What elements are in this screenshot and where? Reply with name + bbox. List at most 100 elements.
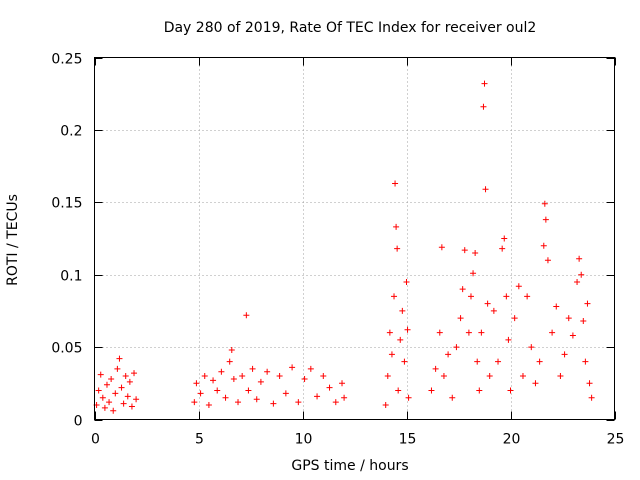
data-point [404,326,411,333]
data-points [93,80,595,414]
data-point [120,400,127,407]
data-point [544,257,551,264]
data-point [103,381,110,388]
data-point [524,293,531,300]
data-point [230,375,237,382]
data-point [438,244,445,251]
data-point [341,394,348,401]
data-point [249,365,256,372]
y-tick-label: 0.2 [60,124,82,140]
data-point [399,307,406,314]
data-point [503,293,510,300]
data-point [382,402,389,409]
x-axis-label: GPS time / hours [291,458,408,474]
data-point [205,402,212,409]
data-point [270,400,277,407]
x-axis-ticks: 0 5 10 15 20 25 [91,57,624,448]
y-tick-label: 0.1 [60,269,82,285]
y-axis-label: ROTI / TECUs [5,194,21,286]
data-point [586,380,593,387]
data-point [108,375,115,382]
data-point [401,358,408,365]
data-point [239,373,246,380]
data-point [536,358,543,365]
data-point [210,377,217,384]
data-point [482,186,489,193]
data-point [110,407,117,414]
data-point [569,332,576,339]
data-point [326,384,333,391]
data-point [484,300,491,307]
data-point [474,358,481,365]
data-point [126,378,133,385]
data-point [99,394,106,401]
data-point [339,380,346,387]
y-axis-ticks: 0 0.05 0.1 0.15 0.2 0.25 [51,52,615,430]
data-point [557,373,564,380]
data-point [191,399,198,406]
x-tick-label: 5 [195,432,204,448]
data-point [549,329,556,336]
data-point [112,390,119,397]
x-tick-label: 0 [91,432,100,448]
data-point [515,283,522,290]
data-point [124,393,131,400]
data-point [490,307,497,314]
data-point [214,387,221,394]
data-point [253,396,260,403]
data-point [528,344,535,351]
data-point [307,365,314,372]
data-point [580,318,587,325]
data-point [432,365,439,372]
data-point [114,365,121,372]
data-point [95,387,102,394]
data-point [197,390,204,397]
data-point [470,270,477,277]
data-point [461,247,468,254]
data-point [445,351,452,358]
data-point [289,364,296,371]
data-point [476,387,483,394]
data-point [584,300,591,307]
data-point [295,399,302,406]
data-point [481,80,488,87]
grid-lines [94,57,615,420]
data-point [243,312,250,319]
data-point [393,223,400,230]
data-point [472,249,479,256]
data-point [576,255,583,262]
data-point [588,394,595,401]
chart-title: Day 280 of 2019, Rate Of TEC Index for r… [164,20,537,36]
data-point [276,373,283,380]
data-point [384,373,391,380]
data-point [403,278,410,285]
data-point [519,373,526,380]
data-point [467,293,474,300]
x-tick-label: 20 [503,432,521,448]
data-point [505,336,512,343]
data-point [392,180,399,187]
data-point [201,373,208,380]
data-point [282,390,289,397]
data-point [501,235,508,242]
data-point [131,370,138,377]
data-point [486,373,493,380]
data-point [541,200,548,207]
y-tick-label: 0 [74,414,83,430]
data-point [428,387,435,394]
data-point [388,351,395,358]
data-point [578,271,585,278]
data-point [332,399,339,406]
data-point [511,315,518,322]
data-point [218,368,225,375]
data-point [478,329,485,336]
data-point [457,315,464,322]
data-point [542,216,549,223]
data-point [561,351,568,358]
data-point [101,404,108,411]
data-point [235,399,242,406]
y-tick-label: 0.15 [51,196,82,212]
data-point [228,346,235,353]
data-point [118,384,125,391]
data-point [133,396,140,403]
